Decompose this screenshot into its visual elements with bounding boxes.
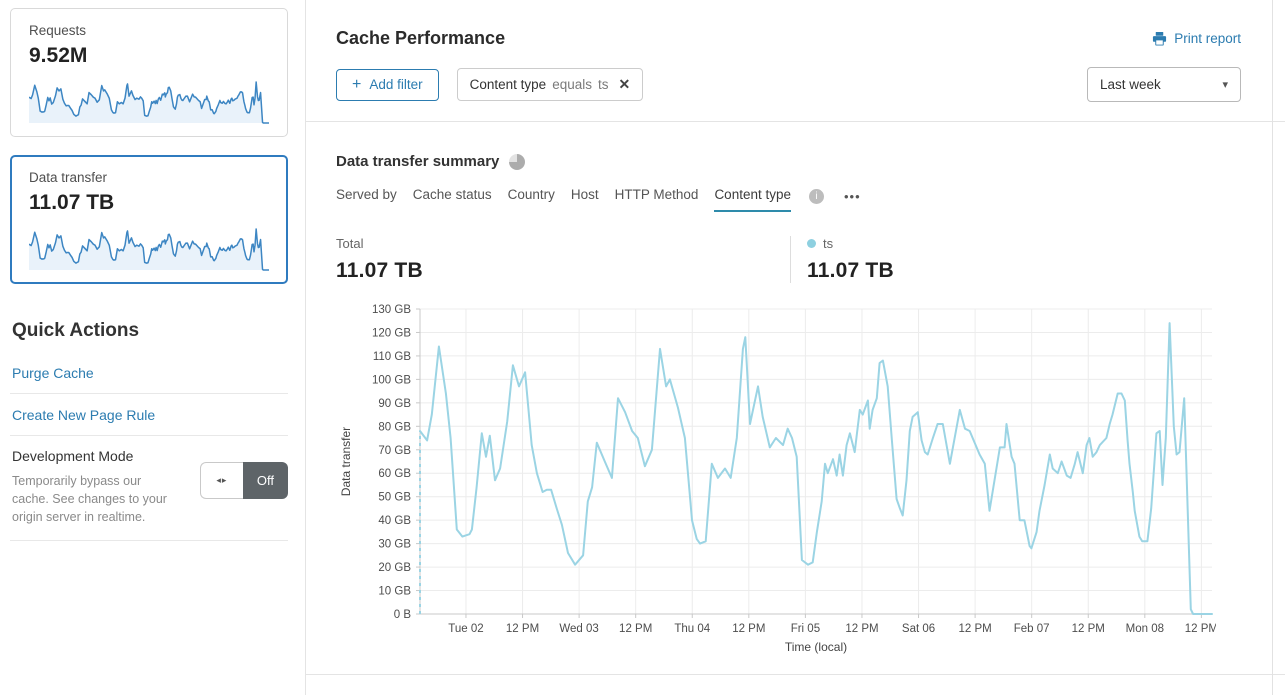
divider	[10, 540, 288, 542]
data-transfer-metric-card[interactable]: Data transfer 11.07 TB	[10, 155, 288, 284]
svg-text:12 PM: 12 PM	[732, 623, 765, 635]
print-report-label: Print report	[1174, 31, 1241, 46]
scrollbar-track-edge[interactable]	[1272, 0, 1273, 695]
filter-operator: equals	[552, 77, 592, 92]
total-label: Total	[336, 236, 364, 251]
legend-series-name: ts	[823, 236, 834, 251]
divider	[10, 393, 288, 394]
tab-served-by[interactable]: Served by	[336, 187, 397, 202]
printer-icon	[1153, 31, 1167, 46]
pie-chart-icon[interactable]	[509, 153, 526, 170]
toggle-arrows-icon: ◂▸	[199, 462, 243, 499]
divider	[10, 435, 288, 436]
more-tabs-ellipsis-icon[interactable]: •••	[844, 189, 861, 204]
svg-text:Time (local): Time (local)	[785, 640, 847, 654]
svg-text:12 PM: 12 PM	[619, 623, 652, 635]
svg-text:12 PM: 12 PM	[958, 623, 991, 635]
chevron-down-icon: ▾	[1222, 79, 1228, 91]
add-filter-label: Add filter	[369, 77, 423, 92]
create-page-rule-link[interactable]: Create New Page Rule	[12, 407, 156, 423]
time-range-select[interactable]: Last week ▾	[1087, 67, 1241, 102]
svg-text:30 GB: 30 GB	[378, 539, 411, 551]
divider	[306, 121, 1285, 122]
svg-text:120 GB: 120 GB	[372, 327, 411, 339]
svg-text:Mon 08: Mon 08	[1126, 623, 1164, 635]
info-icon[interactable]: i	[809, 189, 824, 204]
svg-text:40 GB: 40 GB	[378, 515, 411, 527]
filter-value: ts	[597, 77, 609, 92]
close-icon[interactable]: ✕	[618, 76, 631, 92]
svg-text:Data transfer: Data transfer	[339, 427, 353, 496]
svg-text:20 GB: 20 GB	[378, 562, 411, 574]
page-title: Cache Performance	[336, 28, 506, 48]
svg-text:70 GB: 70 GB	[378, 445, 411, 457]
add-filter-button[interactable]: + Add filter	[336, 68, 439, 101]
requests-metric-card[interactable]: Requests 9.52M	[10, 8, 288, 137]
requests-card-value: 9.52M	[29, 44, 88, 67]
development-mode-description: Temporarily bypass our cache. See change…	[12, 474, 167, 525]
svg-text:Sat 06: Sat 06	[902, 623, 935, 635]
quick-actions-heading: Quick Actions	[12, 320, 140, 341]
svg-text:110 GB: 110 GB	[373, 351, 411, 363]
data-transfer-card-label: Data transfer	[29, 170, 108, 185]
svg-text:0 B: 0 B	[394, 609, 412, 621]
content-type-filter-chip[interactable]: Content type equals ts ✕	[456, 68, 644, 101]
dimension-tabs: Served by Cache status Country Host HTTP Met…	[336, 187, 1241, 212]
cache-performance-main: Cache Performance Print report + Add fil…	[306, 0, 1285, 695]
analytics-sidebar: Requests 9.52M Data transfer 11.07 TB Qu…	[0, 0, 306, 695]
summary-title: Data transfer summary	[336, 153, 500, 170]
requests-card-label: Requests	[29, 23, 87, 38]
svg-text:12 PM: 12 PM	[845, 623, 878, 635]
legend-series-value: 11.07 TB	[807, 259, 894, 282]
filter-field: Content type	[469, 77, 547, 92]
tab-country[interactable]: Country	[507, 187, 555, 202]
tab-cache-status[interactable]: Cache status	[412, 187, 492, 202]
svg-text:50 GB: 50 GB	[378, 492, 411, 504]
svg-text:Fri 05: Fri 05	[791, 623, 820, 635]
svg-text:12 PM: 12 PM	[1185, 623, 1216, 635]
svg-text:Thu 04: Thu 04	[674, 623, 710, 635]
svg-text:130 GB: 130 GB	[372, 304, 411, 316]
data-transfer-card-value: 11.07 TB	[29, 191, 115, 214]
series-legend[interactable]: ts 11.07 TB	[790, 236, 894, 283]
development-mode-title: Development Mode	[12, 448, 134, 464]
data-transfer-time-series-chart[interactable]: 0 B 10 GB 20 GB 30 GB 40 GB 50 GB 60 GB 70 GB 80…	[336, 299, 1218, 657]
svg-text:12 PM: 12 PM	[506, 623, 539, 635]
svg-text:90 GB: 90 GB	[378, 398, 411, 410]
development-mode-toggle[interactable]: ◂▸ Off	[199, 462, 288, 499]
tab-http-method[interactable]: HTTP Method	[614, 187, 699, 202]
tab-content-type[interactable]: Content type	[714, 187, 791, 212]
svg-text:Tue 02: Tue 02	[448, 623, 483, 635]
svg-text:Feb 07: Feb 07	[1014, 623, 1050, 635]
svg-text:10 GB: 10 GB	[378, 586, 411, 598]
total-value: 11.07 TB	[336, 259, 423, 282]
requests-sparkline-chart	[29, 81, 269, 124]
development-mode-section: Development Mode Temporarily bypass our …	[10, 436, 288, 540]
svg-text:60 GB: 60 GB	[378, 468, 411, 480]
data-transfer-sparkline-chart	[29, 228, 269, 271]
svg-text:Wed 03: Wed 03	[559, 623, 598, 635]
svg-text:100 GB: 100 GB	[372, 374, 411, 386]
plus-icon: +	[352, 75, 362, 93]
tab-host[interactable]: Host	[570, 187, 599, 202]
time-range-value: Last week	[1100, 77, 1161, 92]
legend-dot-icon	[807, 239, 816, 248]
print-report-link[interactable]: Print report	[1152, 31, 1241, 46]
svg-text:80 GB: 80 GB	[378, 421, 411, 433]
svg-text:12 PM: 12 PM	[1072, 623, 1105, 635]
purge-cache-link[interactable]: Purge Cache	[12, 365, 94, 381]
toggle-state-label: Off	[242, 462, 288, 499]
divider	[306, 674, 1285, 675]
